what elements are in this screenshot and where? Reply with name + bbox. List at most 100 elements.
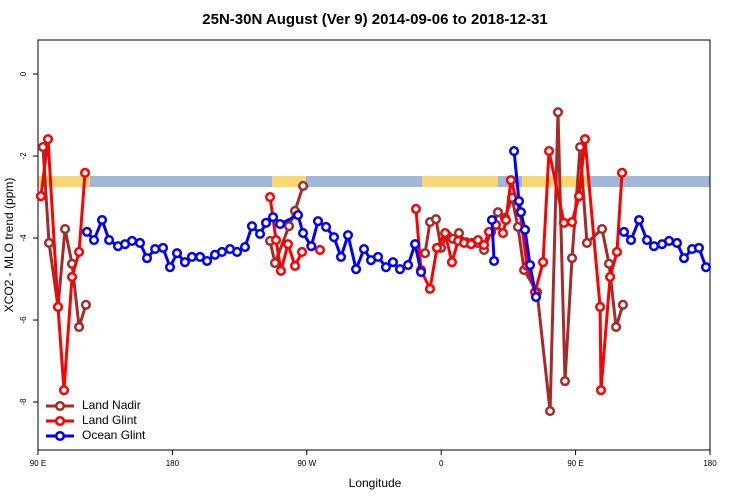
plot-frame	[37, 39, 711, 451]
x-axis-label: Longitude	[349, 476, 402, 490]
point	[380, 262, 391, 273]
point	[525, 260, 536, 271]
point	[431, 242, 443, 253]
point	[618, 226, 630, 237]
point	[283, 221, 295, 232]
legend-marker	[54, 400, 66, 412]
y-tick-label: -2	[19, 152, 28, 160]
point	[634, 214, 645, 226]
point	[58, 385, 70, 396]
point	[605, 271, 616, 283]
point	[415, 267, 427, 278]
point	[342, 230, 354, 241]
point	[611, 246, 623, 258]
point	[88, 235, 100, 246]
point	[246, 221, 258, 232]
point	[545, 406, 556, 417]
y-tick-label: 0	[19, 71, 28, 76]
point	[678, 253, 690, 264]
point	[497, 228, 509, 239]
point	[321, 221, 332, 233]
point	[52, 301, 64, 312]
y-tick-label: -6	[19, 316, 28, 324]
band-segment	[422, 176, 498, 187]
x-tick-label: 90 E	[30, 459, 46, 468]
point	[289, 260, 301, 271]
point	[260, 217, 272, 228]
point	[42, 134, 54, 145]
legend-label: Land Glint	[82, 413, 137, 427]
point	[372, 251, 384, 262]
point	[505, 175, 516, 186]
point	[186, 251, 198, 262]
point	[171, 248, 183, 259]
point	[312, 216, 324, 227]
point	[179, 257, 190, 268]
point	[625, 235, 637, 246]
point	[453, 228, 465, 239]
y-tick-label: -8	[19, 398, 28, 406]
x-tick-label: 180	[166, 459, 180, 468]
point	[328, 232, 340, 243]
point	[700, 262, 712, 273]
point	[671, 237, 683, 248]
point	[420, 248, 431, 259]
point	[296, 246, 308, 258]
y-tick-label: -4	[19, 234, 28, 242]
point	[59, 223, 71, 235]
point	[641, 235, 653, 246]
x-tick-label: 180	[703, 459, 717, 468]
point	[66, 271, 78, 283]
point	[430, 214, 442, 225]
point	[150, 244, 161, 255]
point	[298, 228, 309, 239]
point	[492, 207, 503, 218]
chart-title: 25N-30N August (Ver 9) 2014-09-06 to 201…	[202, 11, 547, 28]
point	[410, 239, 421, 250]
point	[558, 217, 570, 228]
point	[268, 212, 279, 223]
point	[664, 235, 675, 246]
point	[537, 257, 549, 268]
point	[515, 207, 526, 218]
point	[410, 203, 422, 214]
y-axis-label: XCO2 - MLO trend (ppm)	[2, 178, 16, 313]
point	[611, 321, 622, 333]
point	[424, 283, 436, 294]
point	[201, 255, 213, 267]
point	[595, 301, 606, 312]
point	[693, 242, 704, 253]
point	[298, 180, 309, 192]
band-segment	[38, 176, 90, 187]
point	[500, 214, 512, 226]
point	[270, 235, 282, 246]
point	[513, 196, 525, 207]
point	[552, 107, 564, 118]
point	[134, 237, 146, 248]
point	[265, 191, 276, 203]
band	[38, 176, 710, 187]
point	[479, 239, 490, 251]
point	[351, 264, 362, 275]
point	[35, 191, 47, 202]
point	[489, 255, 500, 267]
point	[616, 167, 628, 178]
point	[194, 251, 206, 262]
point	[566, 216, 578, 228]
band-base	[38, 176, 710, 187]
point	[596, 223, 608, 235]
point	[402, 260, 414, 271]
point	[44, 237, 55, 248]
point	[581, 237, 592, 248]
x-tick-label: 0	[439, 459, 444, 468]
legend-label: Ocean Glint	[82, 428, 146, 442]
point	[387, 257, 399, 268]
point	[79, 167, 91, 178]
legend-marker	[54, 430, 66, 442]
point	[446, 257, 458, 268]
point	[255, 228, 266, 239]
x-tick-label: 90 E	[567, 459, 583, 468]
point	[239, 242, 251, 253]
point	[314, 244, 325, 255]
point	[157, 242, 169, 253]
